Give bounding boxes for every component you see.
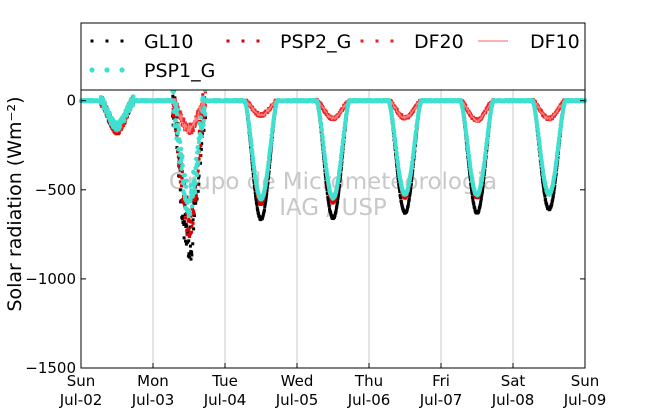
data-point [177, 164, 180, 167]
data-point [190, 225, 193, 228]
data-point [190, 258, 193, 261]
watermark-line-1: Grupo de Micrometeorologia [169, 169, 497, 195]
data-point [328, 205, 331, 208]
data-point [263, 209, 266, 212]
data-point [183, 220, 186, 223]
data-point [181, 217, 184, 220]
grid-lines [153, 90, 513, 368]
data-point [191, 242, 194, 245]
data-point [408, 198, 411, 201]
data-point [190, 251, 193, 254]
data-point [190, 254, 193, 257]
data-point [193, 212, 196, 215]
data-point [199, 144, 202, 147]
data-point [195, 195, 198, 198]
data-point [184, 216, 187, 219]
data-point [192, 222, 195, 225]
data-point [182, 118, 185, 121]
data-point [255, 203, 258, 206]
data-point [190, 231, 193, 234]
data-point [192, 129, 195, 132]
data-point [336, 200, 339, 203]
data-point [552, 195, 555, 198]
data-point [199, 154, 202, 157]
data-point [188, 227, 191, 230]
data-point [480, 197, 483, 200]
data-point [192, 210, 195, 213]
data-point [179, 188, 182, 191]
data-point [185, 224, 188, 227]
data-point [187, 239, 190, 242]
data-point [472, 203, 475, 206]
data-point [183, 236, 186, 239]
data-point [543, 195, 546, 198]
